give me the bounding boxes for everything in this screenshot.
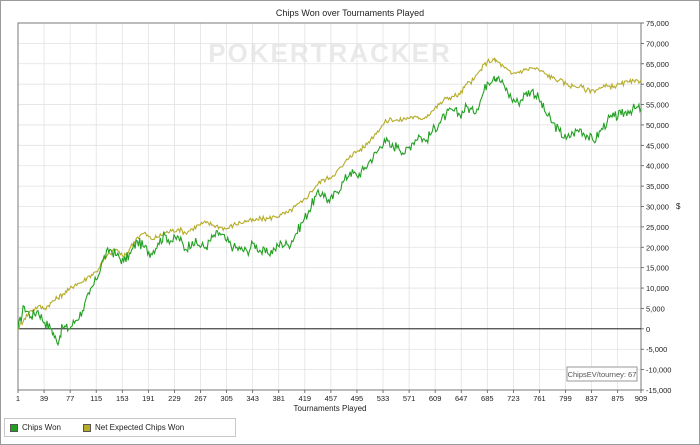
legend-item-chips-won: Chips Won [10,423,61,432]
chart-title: Chips Won over Tournaments Played [275,8,425,18]
y-axis-label: $ [676,202,681,211]
legend-swatch-chips-won [10,423,18,432]
ev-annotation-text: ChipsEV/tourney: 67 [568,370,637,379]
x-tick-label: 647 [455,394,468,403]
x-tick-label: 77 [66,394,74,403]
x-tick-label: 571 [403,394,416,403]
x-tick-label: 875 [611,394,624,403]
x-tick-label: 761 [533,394,546,403]
y-tick-label: -15,000 [646,386,671,395]
y-tick-label: 45,000 [646,141,669,150]
x-tick-label: 229 [168,394,181,403]
y-tick-label: 25,000 [646,223,669,232]
legend-item-net-expected: Net Expected Chips Won [83,423,184,432]
x-tick-label: 457 [325,394,338,403]
grid-layer [17,22,642,391]
y-tick-label: 75,000 [646,19,669,28]
x-tick-label: 115 [90,394,102,403]
y-tick-label: -5,000 [646,345,667,354]
x-tick-label: 723 [507,394,520,403]
x-tick-label: 191 [142,394,155,403]
legend-swatch-net-expected [83,423,91,432]
y-tick-label: 60,000 [646,80,669,89]
x-tick-label: 419 [299,394,312,403]
ev-annotation-box: ChipsEV/tourney: 67 [566,366,638,382]
x-tick-label: 153 [116,394,129,403]
x-tick-label: 305 [220,394,233,403]
y-tick-label: 5,000 [646,304,665,313]
y-tick-label: 65,000 [646,60,669,69]
series-line-chips-won [17,75,642,347]
legend-label-net-expected: Net Expected Chips Won [95,423,185,432]
y-tick-label: 0 [646,325,650,334]
x-tick-layer: 1 39 77 115 153 191 229 267 305 343 381 419 457 495 53… [16,390,647,403]
y-tick-label: 70,000 [646,39,669,48]
y-tick-label: 20,000 [646,243,669,252]
x-tick-label: 39 [40,394,48,403]
x-tick-label: 381 [272,394,285,403]
y-tick-label: 50,000 [646,121,669,130]
x-axis-label: Tournaments Played [293,404,367,413]
y-tick-label: 35,000 [646,182,669,191]
y-tick-label: 40,000 [646,162,669,171]
x-tick-label: 909 [635,394,648,403]
y-tick-label: 55,000 [646,101,669,110]
x-tick-label: 685 [481,394,494,403]
x-tick-label: 267 [194,394,207,403]
y-tick-label: 10,000 [646,284,669,293]
y-tick-layer: -15,000 -10,000 -5,000 0 5,000 10,000 15,000 20… [641,19,671,395]
y-tick-label: -10,000 [646,366,671,375]
x-tick-label: 837 [585,394,598,403]
x-tick-label: 799 [559,394,572,403]
y-tick-label: 15,000 [646,264,669,273]
x-tick-label: 609 [429,394,442,403]
x-tick-label: 533 [377,394,390,403]
x-tick-label: 1 [16,394,20,403]
legend-label-chips-won: Chips Won [22,423,61,432]
series-line-net-expected [17,57,642,330]
x-tick-label: 343 [246,394,259,403]
legend: Chips Won Net Expected Chips Won [4,418,236,437]
series-layer [17,57,642,347]
y-tick-label: 30,000 [646,203,669,212]
x-tick-label: 495 [351,394,364,403]
